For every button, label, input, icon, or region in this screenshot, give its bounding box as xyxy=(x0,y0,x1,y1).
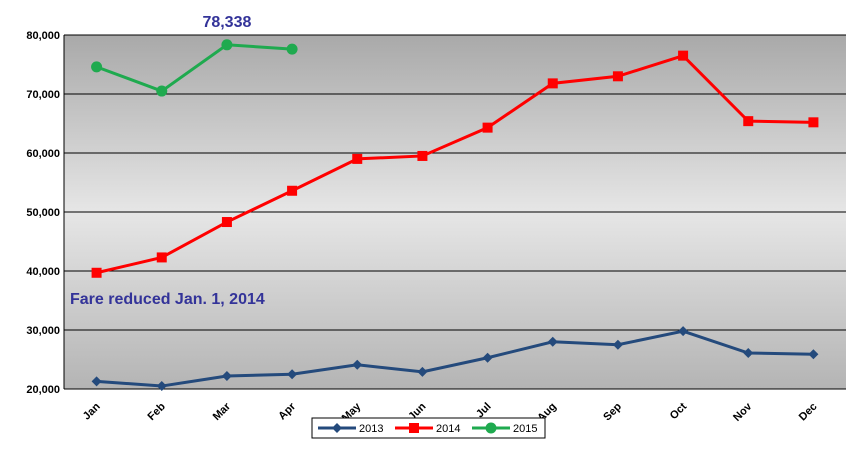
marker xyxy=(808,117,819,128)
x-tick-label: Feb xyxy=(146,400,169,423)
marker xyxy=(221,217,232,228)
data-label: 78,338 xyxy=(202,14,251,31)
marker xyxy=(417,150,428,161)
x-tick-label: Dec xyxy=(797,401,820,424)
marker xyxy=(287,369,298,380)
marker xyxy=(678,326,689,337)
marker xyxy=(409,423,419,433)
marker xyxy=(156,381,167,392)
y-tick-label: 40,000 xyxy=(26,266,60,278)
series-line xyxy=(96,53,814,275)
marker xyxy=(287,185,298,196)
y-tick-label: 60,000 xyxy=(26,148,60,160)
x-tick-label: Jan xyxy=(81,400,103,422)
marker xyxy=(482,122,493,133)
marker xyxy=(612,71,623,82)
series-line xyxy=(96,43,293,93)
annotation: Fare reduced Jan. 1, 2014 xyxy=(70,291,265,308)
marker xyxy=(156,252,167,263)
y-tick-label: 30,000 xyxy=(26,325,60,337)
marker xyxy=(547,78,558,89)
marker xyxy=(612,339,623,350)
marker xyxy=(221,39,233,51)
marker xyxy=(547,336,558,347)
marker xyxy=(221,371,232,382)
x-tick-label: Nov xyxy=(731,400,755,424)
y-tick-label: 80,000 xyxy=(26,30,60,42)
marker xyxy=(286,43,298,55)
marker xyxy=(156,85,168,97)
legend-label: 2013 xyxy=(359,423,383,435)
x-tick-label: Mar xyxy=(211,400,234,423)
marker xyxy=(332,423,342,433)
x-tick-label: Jul xyxy=(474,401,494,421)
marker xyxy=(417,366,428,377)
legend-label: 2014 xyxy=(436,423,460,435)
y-tick-label: 70,000 xyxy=(26,89,60,101)
marker xyxy=(352,359,363,370)
marker xyxy=(482,352,493,363)
y-tick-label: 20,000 xyxy=(26,384,60,396)
marker xyxy=(743,348,754,359)
marker xyxy=(485,422,497,434)
marker xyxy=(808,349,819,360)
x-tick-label: Sep xyxy=(601,400,624,423)
marker xyxy=(91,61,103,73)
x-tick-label: Apr xyxy=(276,400,298,422)
marker xyxy=(352,153,363,164)
marker xyxy=(743,116,754,127)
legend-label: 2015 xyxy=(513,423,537,435)
y-tick-label: 50,000 xyxy=(26,207,60,219)
marker xyxy=(91,376,102,387)
marker xyxy=(678,50,689,61)
marker xyxy=(91,267,102,278)
x-tick-label: Oct xyxy=(668,400,690,422)
series-line xyxy=(96,329,814,388)
